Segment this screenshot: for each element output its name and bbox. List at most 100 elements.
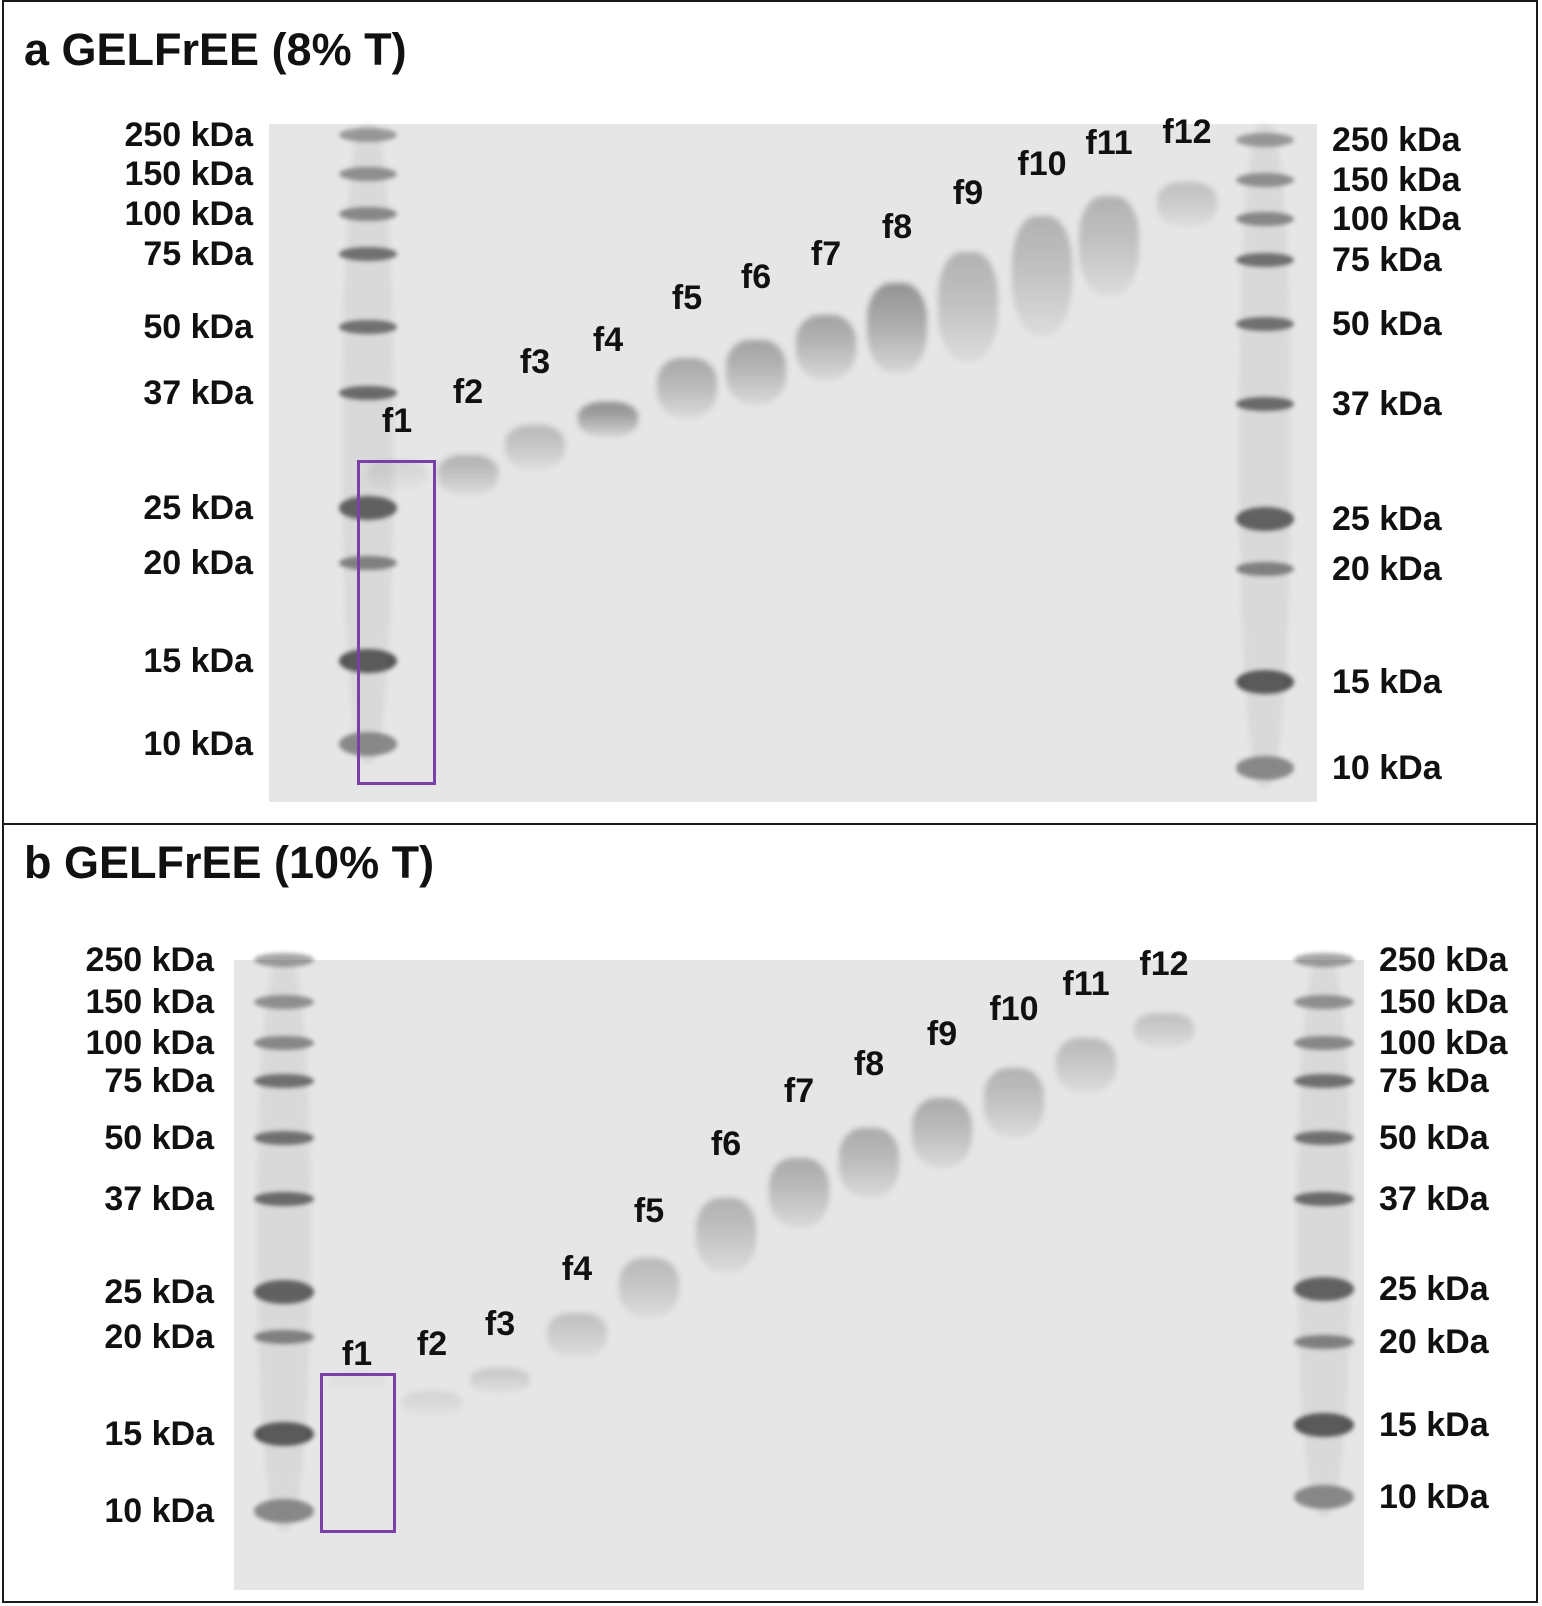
left-marker-label: 250 kDa <box>85 941 214 979</box>
right-marker-label: 150 kDa <box>1332 161 1461 199</box>
ladder-band <box>1294 1036 1354 1050</box>
ladder-band <box>254 1499 314 1523</box>
right-marker-label: 37 kDa <box>1332 385 1442 423</box>
right-marker-label: 25 kDa <box>1332 500 1442 538</box>
right-marker-label: 100 kDa <box>1379 1024 1508 1062</box>
ladder-band <box>1294 1485 1354 1509</box>
fraction-label-f11: f11 <box>1085 124 1133 162</box>
ladder-band <box>1294 1074 1354 1088</box>
right-marker-label: 20 kDa <box>1332 550 1442 588</box>
fraction-label-f2: f2 <box>452 373 484 411</box>
fraction-band-f9 <box>912 1098 972 1168</box>
ladder-band <box>339 649 397 673</box>
panel-a: a GELFrEE (8% T) 250 kDa 150 kDa 100 kDa 75… <box>2 0 1538 825</box>
fraction-band-f2 <box>438 455 498 495</box>
ladder-band <box>339 386 397 400</box>
fraction-band-f7 <box>769 1158 829 1228</box>
ladder-band <box>1236 670 1294 694</box>
fraction-label-f1: f1 <box>381 402 413 440</box>
fraction-label-f9: f9 <box>926 1015 958 1053</box>
left-marker-label: 15 kDa <box>143 642 253 680</box>
ladder-band <box>254 1422 314 1446</box>
fraction-band-f1 <box>367 460 427 490</box>
fraction-band-f7 <box>796 315 856 380</box>
right-marker-label: 25 kDa <box>1379 1270 1489 1308</box>
fraction-band-f6 <box>696 1198 756 1273</box>
ladder-band <box>1236 173 1294 187</box>
left-marker-label: 10 kDa <box>104 1492 214 1530</box>
gel-a <box>269 124 1317 802</box>
left-marker-label: 50 kDa <box>104 1119 214 1157</box>
fraction-band-f6 <box>726 340 786 405</box>
left-marker-label: 75 kDa <box>104 1062 214 1100</box>
ladder-band <box>1236 397 1294 411</box>
fraction-band-f3 <box>470 1368 530 1393</box>
ladder-lane <box>1298 960 1350 1517</box>
fraction-band-f5 <box>657 358 717 418</box>
fraction-band-f10 <box>1012 216 1072 336</box>
ladder-band <box>339 732 397 756</box>
fraction-band-f4 <box>547 1313 607 1358</box>
fraction-label-f2: f2 <box>416 1325 448 1363</box>
fraction-band-f2 <box>402 1391 462 1416</box>
ladder-band <box>339 167 397 181</box>
right-marker-label: 50 kDa <box>1332 305 1442 343</box>
fraction-label-f12: f12 <box>1139 945 1189 983</box>
right-marker-label: 15 kDa <box>1379 1406 1489 1444</box>
right-marker-label: 150 kDa <box>1379 983 1508 1021</box>
ladder-band <box>1236 253 1294 267</box>
right-marker-label: 15 kDa <box>1332 663 1442 701</box>
fraction-band-f10 <box>984 1068 1044 1138</box>
ladder-band <box>254 1280 314 1304</box>
fraction-label-f7: f7 <box>783 1072 815 1110</box>
ladder-band <box>339 128 397 142</box>
panel-b-title: b GELFrEE (10% T) <box>24 837 435 888</box>
ladder-band <box>1294 1413 1354 1437</box>
left-marker-label: 15 kDa <box>104 1415 214 1453</box>
ladder-band <box>339 320 397 334</box>
fraction-label-f8: f8 <box>853 1045 885 1083</box>
fraction-label-f12: f12 <box>1162 113 1212 151</box>
ladder-band <box>1294 953 1354 967</box>
right-marker-label: 75 kDa <box>1379 1062 1489 1100</box>
fraction-label-f4: f4 <box>561 1250 593 1288</box>
ladder-band <box>339 496 397 520</box>
ladder-band <box>254 953 314 967</box>
panel-a-title: a GELFrEE (8% T) <box>24 24 407 75</box>
left-marker-label: 75 kDa <box>143 235 253 273</box>
fraction-band-f8 <box>867 283 927 373</box>
fraction-label-f3: f3 <box>519 343 551 381</box>
fraction-label-f10: f10 <box>989 990 1039 1028</box>
highlight-box-f1 <box>357 460 436 785</box>
fraction-band-f11 <box>1056 1038 1116 1093</box>
fraction-band-f11 <box>1079 196 1139 296</box>
ladder-band <box>1236 507 1294 531</box>
left-marker-label: 250 kDa <box>124 116 253 154</box>
gel-b <box>234 953 1364 1590</box>
ladder-band <box>339 247 397 261</box>
ladder-band <box>254 995 314 1009</box>
ladder-band <box>254 1330 314 1344</box>
ladder-band <box>1294 1277 1354 1301</box>
fraction-band-f9 <box>938 252 998 362</box>
ladder-lane <box>343 124 393 764</box>
fraction-band-f4 <box>578 402 638 437</box>
ladder-band <box>1236 317 1294 331</box>
right-marker-label: 250 kDa <box>1332 121 1461 159</box>
ladder-lane <box>1240 124 1290 788</box>
left-marker-label: 50 kDa <box>143 308 253 346</box>
fraction-label-f11: f11 <box>1062 965 1110 1003</box>
fraction-band-f5 <box>619 1258 679 1318</box>
fraction-label-f6: f6 <box>740 258 772 296</box>
left-marker-label: 25 kDa <box>104 1273 214 1311</box>
left-marker-label: 37 kDa <box>143 374 253 412</box>
highlight-box-f1 <box>320 1373 396 1533</box>
fraction-label-f6: f6 <box>710 1125 742 1163</box>
fraction-band-f12 <box>1157 182 1217 227</box>
fraction-band-f12 <box>1134 1013 1194 1048</box>
left-marker-label: 150 kDa <box>85 983 214 1021</box>
right-marker-label: 20 kDa <box>1379 1323 1489 1361</box>
fraction-label-f10: f10 <box>1017 145 1067 183</box>
left-marker-label: 20 kDa <box>143 544 253 582</box>
fraction-label-f7: f7 <box>810 235 842 273</box>
